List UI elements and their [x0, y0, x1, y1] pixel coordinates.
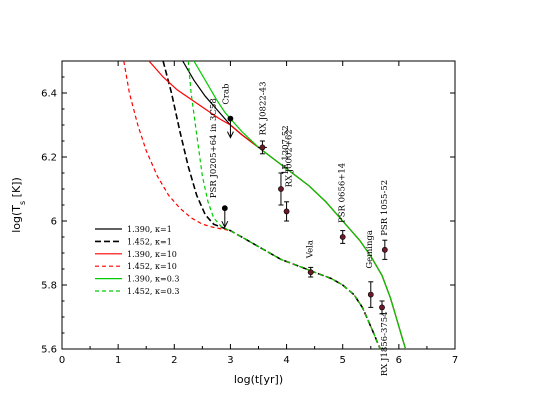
x-tick-label: 1 [115, 355, 121, 366]
obs-label-4: RX J0002+62 [285, 129, 295, 187]
legend-entry-0: 1.390, κ=1 [127, 225, 172, 234]
obs-label-9: PSR 1055-52 [380, 180, 390, 236]
obs-point-4 [283, 208, 290, 215]
obs-label-5: Vela [306, 240, 316, 259]
obs-point-6 [339, 234, 346, 240]
obs-point-2 [259, 144, 266, 151]
x-tick-label: 0 [59, 355, 65, 366]
x-tick-label: 4 [283, 355, 289, 366]
obs-point-8 [379, 304, 385, 311]
observation-points [221, 115, 388, 315]
y-tick-label: 6.4 [41, 89, 57, 100]
x-tick-label: 2 [171, 355, 177, 366]
obs-label-3: 1E 1207-52 [281, 125, 291, 175]
obs-point-1 [221, 205, 228, 212]
legend-entry-4: 1.390, κ=0.3 [127, 275, 179, 284]
legend-entry-1: 1.452, κ=1 [127, 237, 172, 246]
model-curves [123, 61, 407, 349]
y-tick-label: 5.6 [41, 345, 57, 356]
y-tick-label: 6 [51, 217, 57, 228]
obs-label-8: RX J1856-3754 [380, 311, 390, 376]
obs-label-7: Geminga [365, 230, 375, 269]
legend-entry-3: 1.452, κ=10 [127, 262, 177, 271]
y-axis-label: log(Ts [K]) [10, 177, 27, 233]
obs-point-3 [278, 186, 284, 192]
x-axis-label: log(t[yr]) [234, 373, 283, 386]
series-line-5 [187, 61, 381, 349]
obs-point-0 [227, 115, 234, 122]
legend-entry-5: 1.452, κ=0.3 [127, 287, 179, 296]
obs-point-7 [367, 291, 374, 298]
obs-label-2: RX J0822-43 [258, 82, 268, 136]
legend-entry-2: 1.390, κ=10 [127, 250, 177, 259]
y-axis-label-main: log(T [10, 205, 23, 233]
series-line-1 [162, 61, 382, 349]
x-tick-label: 6 [396, 355, 402, 366]
y-tick-label: 5.8 [41, 281, 57, 292]
obs-label-6: PSR 0656+14 [338, 163, 348, 223]
legend: 1.390, κ=1 1.452, κ=1 1.390, κ=10 1.452, κ=… [95, 225, 179, 296]
obs-point-5 [307, 269, 314, 276]
y-axis-label-rest: [K]) [10, 177, 23, 201]
x-tick-label: 7 [452, 355, 458, 366]
obs-label-1: PSR J0205+64 in 3C58 [209, 98, 219, 198]
obs-label-0: Crab [221, 83, 231, 105]
axes: 0 1 2 3 4 5 6 7 5.6 5.8 6 6.2 6.4 [41, 60, 458, 366]
y-axis-label-sub: s [18, 201, 27, 205]
obs-limit-arrow-0 [226, 131, 234, 139]
obs-limit-arrow-1 [221, 220, 229, 229]
x-tick-label: 5 [340, 355, 346, 366]
y-tick-label: 6.2 [41, 153, 57, 164]
series-line-4 [193, 61, 407, 349]
x-tick-label: 3 [227, 355, 233, 366]
series-line-2 [148, 61, 407, 349]
obs-point-9 [381, 246, 388, 253]
